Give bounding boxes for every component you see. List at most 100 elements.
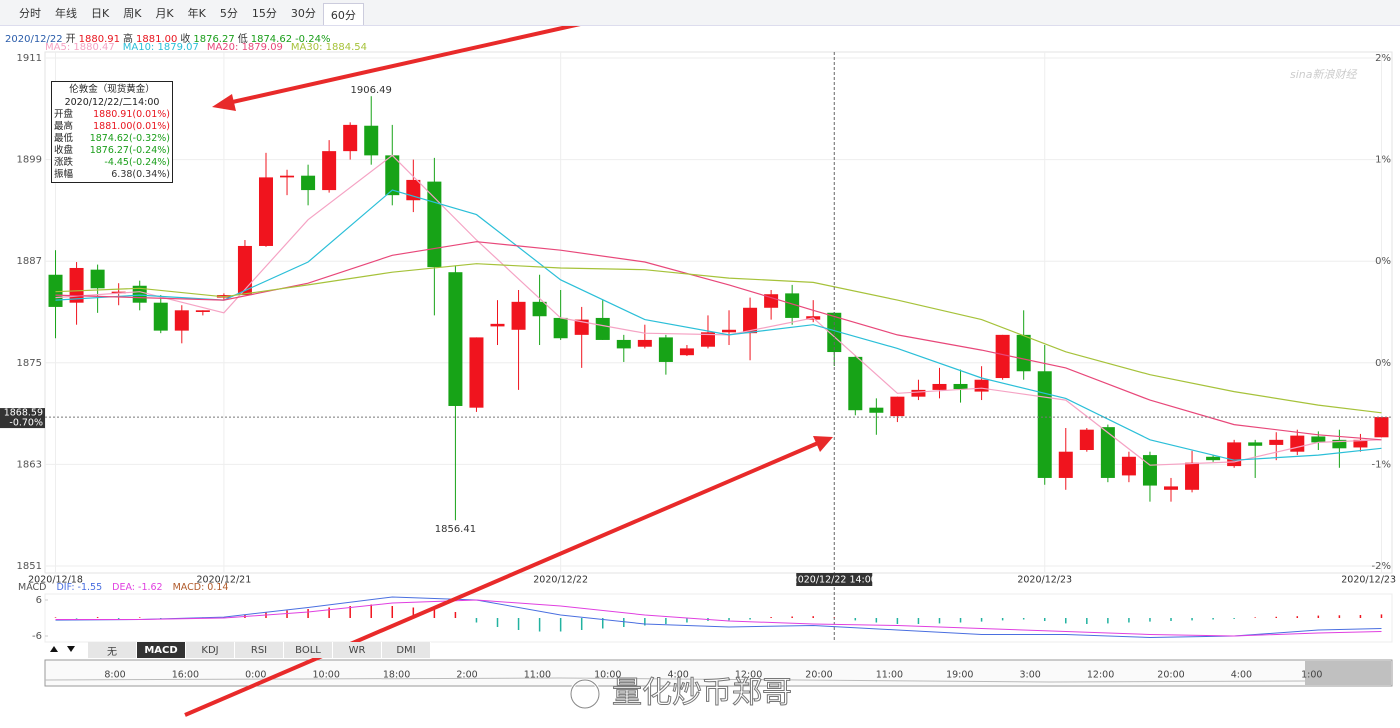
arrow-shaft [227, 12, 626, 105]
period-tab[interactable]: 日K [91, 6, 110, 20]
min-label: 1856.41 [435, 524, 476, 535]
max-label: 1906.49 [351, 85, 392, 96]
period-tab[interactable]: 周K [123, 6, 142, 20]
macd-bar [75, 618, 78, 619]
macd-bar [1254, 617, 1256, 618]
macd-bar [1043, 618, 1046, 621]
tooltip-label: 收盘 [54, 145, 74, 156]
candle-body [848, 356, 863, 411]
tooltip-label: 涨跌 [54, 157, 74, 168]
indicator-tab[interactable]: KDJ [186, 642, 235, 658]
last-price-box [0, 408, 45, 429]
y2-tick-label: 1% [1375, 155, 1391, 166]
period-tab[interactable]: 15分 [251, 6, 277, 20]
macd-legend-entry: DIF: -1.55 [56, 582, 103, 593]
macd-bar [686, 618, 688, 623]
macd-bar [1338, 615, 1341, 618]
candle-body [132, 285, 147, 303]
candle-body [658, 337, 673, 362]
last-change: -0.70% [9, 418, 43, 429]
tooltip-label: 最低 [54, 133, 74, 144]
legend-entry: MA30: 1884.54 [290, 42, 368, 53]
navigator-selection[interactable] [1305, 661, 1391, 685]
candle-body [90, 269, 105, 289]
candle-body [511, 301, 526, 330]
candle-body [111, 291, 126, 294]
period-tab[interactable]: 30分 [290, 6, 316, 20]
tooltip-row: 最高 1881.00(0.01%) [54, 121, 170, 133]
indicator-tab[interactable]: MACD [137, 642, 186, 658]
macd-bar [875, 618, 878, 623]
period-tab[interactable]: 分时 [19, 6, 41, 20]
macd-bar [1022, 618, 1025, 620]
candle-body [448, 272, 463, 406]
macd-bar [917, 618, 920, 624]
y-tick-label: -6 [32, 631, 42, 642]
macd-bar [54, 617, 57, 618]
y2-tick-label: 0% [1375, 358, 1391, 369]
macd-bar [1296, 616, 1299, 618]
tooltip-value: -4.45(-0.24%) [104, 157, 170, 168]
macd-bar [328, 607, 330, 618]
tooltip-row: 最低 1874.62(-0.32%) [54, 133, 170, 145]
macd-bar [370, 604, 372, 618]
navigator-label: 12:00 [1087, 670, 1114, 681]
legend-entry: MA10: 1879.07 [122, 42, 199, 53]
period-tab[interactable]: 5分 [219, 6, 238, 20]
info-item: 2020/12/22 [5, 34, 63, 45]
period-tabs: 分时 年线 日K 周K 月K 年K 5分 15分 30分 60分 [0, 0, 1400, 26]
macd-bar [433, 609, 436, 618]
scroll-up[interactable] [50, 646, 58, 652]
indicator-tab[interactable]: WR [333, 642, 382, 658]
macd-bar [538, 618, 541, 632]
period-tab[interactable]: 60分 [322, 3, 364, 25]
navigator-label: 20:00 [805, 670, 832, 681]
y2-tick-label: 2% [1375, 53, 1391, 64]
indicator-tab[interactable]: DMI [382, 642, 431, 658]
candle-body [490, 323, 505, 327]
candle-body [1374, 417, 1389, 438]
candle-body [301, 175, 316, 191]
y-tick-label: 1899 [17, 155, 42, 166]
macd-bar [1275, 616, 1277, 618]
navigator-label: 1:00 [1301, 670, 1322, 681]
indicator-tab[interactable]: BOLL [284, 642, 333, 658]
tooltip-label: 振幅 [54, 169, 74, 180]
macd-bar [1191, 618, 1193, 621]
macd-bar [1317, 615, 1320, 618]
macd-bar [454, 612, 457, 618]
macd-line [55, 596, 1382, 639]
candle-body [1269, 439, 1284, 445]
tooltip-row: 收盘 1876.27(-0.24%) [54, 145, 170, 157]
navigator-label: 11:00 [876, 670, 903, 681]
navigator-line [44, 677, 1306, 683]
candle-body [1248, 442, 1263, 446]
crosshair-label-bg [796, 573, 873, 586]
candle-body [1332, 439, 1347, 449]
macd-bar [1128, 618, 1130, 623]
tooltip-row: 振幅 6.38(0.34%) [54, 169, 170, 181]
indicator-tab[interactable]: 无 [88, 642, 137, 658]
candle-body [195, 310, 210, 312]
navigator-label: 4:00 [1231, 670, 1252, 681]
candle-body [974, 379, 989, 392]
macd-bar [96, 617, 99, 618]
candle-body [553, 317, 568, 339]
macd-legend-entry: MACD: 0.14 [172, 582, 229, 593]
source-watermark: sina新浪财经 [1290, 68, 1357, 81]
arrow-shaft [184, 441, 819, 717]
candle-body [890, 396, 905, 417]
candle-body [1311, 436, 1326, 443]
period-tab[interactable]: 月K [155, 6, 174, 20]
tooltip-value: 1880.91(0.01%) [93, 109, 170, 120]
indicator-tab[interactable]: RSI [235, 642, 284, 658]
macd-bar [496, 618, 499, 627]
navigator-label: 18:00 [383, 670, 410, 681]
info-item: 收 [180, 34, 191, 45]
scroll-down[interactable] [67, 646, 75, 652]
macd-bar [644, 618, 646, 626]
period-tab[interactable]: 年线 [55, 6, 77, 20]
period-tab[interactable]: 年K [187, 6, 206, 20]
data-layer: 8:00 16:00 0:00 10:00 18:00 2:00 11:00 10:00 4:0… [0, 52, 1396, 681]
